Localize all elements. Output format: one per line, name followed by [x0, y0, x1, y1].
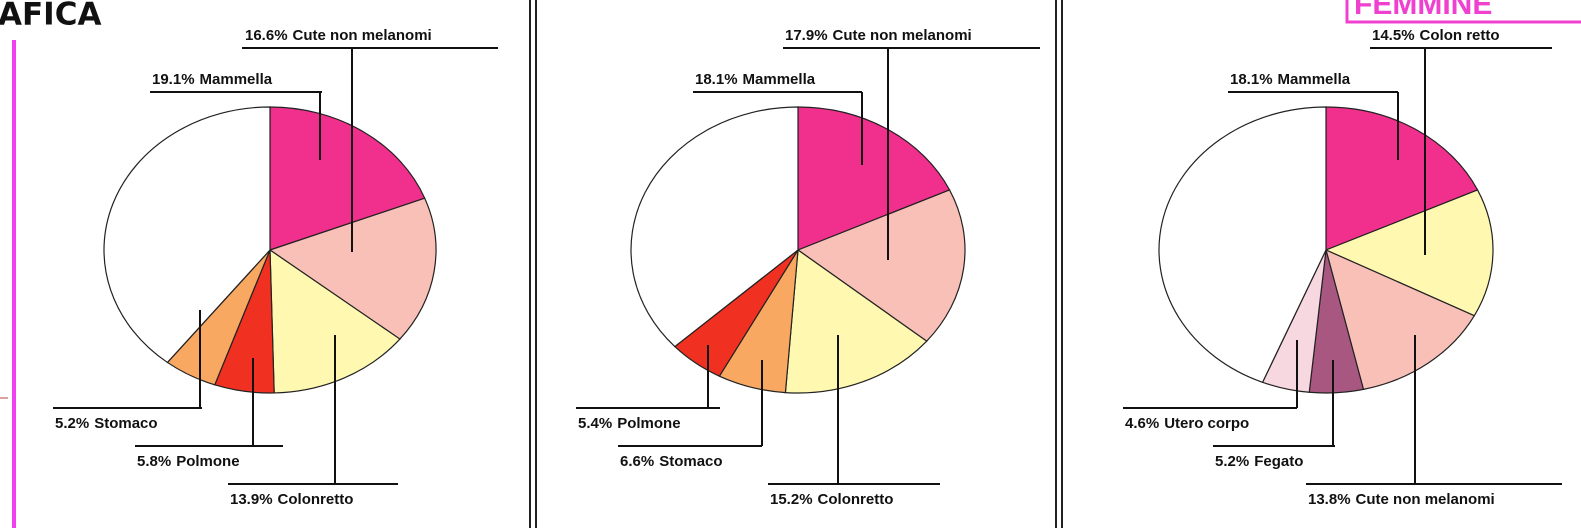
slice-label: 5.2% Fegato — [1215, 453, 1303, 470]
pie-slice — [796, 189, 966, 342]
value-label: 15.2% — [770, 491, 813, 508]
slice-label: 6.6% Stomaco — [620, 453, 723, 470]
value-label: 13.9% — [230, 491, 273, 508]
slice-label: 16.6% Cute non melanomi — [245, 27, 432, 44]
pie-slice — [1325, 248, 1476, 391]
slice-label: 4.6% Utero corpo — [1125, 415, 1249, 432]
pie-slice — [1158, 106, 1327, 384]
value-label: 5.2% — [1215, 453, 1249, 470]
category-label: Utero corpo — [1164, 415, 1249, 432]
slice-label: 13.9% Colonretto — [230, 491, 353, 508]
slice-label: 18.1% Mammella — [1230, 71, 1351, 88]
pie-slice — [784, 248, 928, 394]
slice-label: 5.2% Stomaco — [55, 415, 158, 432]
value-label: 5.8% — [137, 453, 171, 470]
pie-slice — [630, 106, 799, 348]
value-label: 6.6% — [620, 453, 654, 470]
slice-label: 14.5% Colon retto — [1372, 27, 1500, 44]
category-label: Polmone — [176, 453, 239, 470]
slice-label: 15.2% Colonretto — [770, 491, 893, 508]
slice-label: 19.1% Mammella — [152, 71, 273, 88]
slice-label: 5.8% Polmone — [137, 453, 240, 470]
value-label: 5.4% — [578, 415, 612, 432]
pie-slice — [1324, 189, 1494, 317]
pie-slice — [268, 197, 437, 340]
tag-box — [1345, 0, 1581, 24]
category-label: Colon retto — [1420, 27, 1500, 44]
slice-label: 5.4% Polmone — [578, 415, 681, 432]
category-label: Polmone — [617, 415, 680, 432]
pie-slice — [269, 248, 401, 394]
pie-slice — [1325, 106, 1479, 251]
category-label: Mammella — [1278, 71, 1351, 88]
category-label: Fegato — [1254, 453, 1303, 470]
value-label: 19.1% — [152, 71, 195, 88]
category-label: Cute non melanomi — [833, 27, 972, 44]
slice-label: 13.8% Cute non melanomi — [1308, 491, 1495, 508]
value-label: 4.6% — [1125, 415, 1159, 432]
value-label: 5.2% — [55, 415, 89, 432]
category-label: Mammella — [200, 71, 273, 88]
category-label: Mammella — [743, 71, 816, 88]
category-label: Colonretto — [818, 491, 894, 508]
category-label: Colonretto — [278, 491, 354, 508]
slice-label: 18.1% Mammella — [695, 71, 816, 88]
category-label: Stomaco — [659, 453, 722, 470]
pie-slice — [269, 106, 426, 251]
category-label: Stomaco — [94, 415, 157, 432]
category-label: Cute non melanomi — [1356, 491, 1495, 508]
value-label: 17.9% — [785, 27, 828, 44]
value-label: 13.8% — [1308, 491, 1351, 508]
header-tag: FEMMINE — [1354, 0, 1492, 21]
pie-slice — [103, 106, 271, 364]
value-label: 18.1% — [1230, 71, 1273, 88]
header-title: AFICA — [0, 0, 101, 33]
value-label: 16.6% — [245, 27, 288, 44]
value-label: 18.1% — [695, 71, 738, 88]
value-label: 14.5% — [1372, 27, 1415, 44]
category-label: Cute non melanomi — [293, 27, 432, 44]
slice-label: 17.9% Cute non melanomi — [785, 27, 972, 44]
